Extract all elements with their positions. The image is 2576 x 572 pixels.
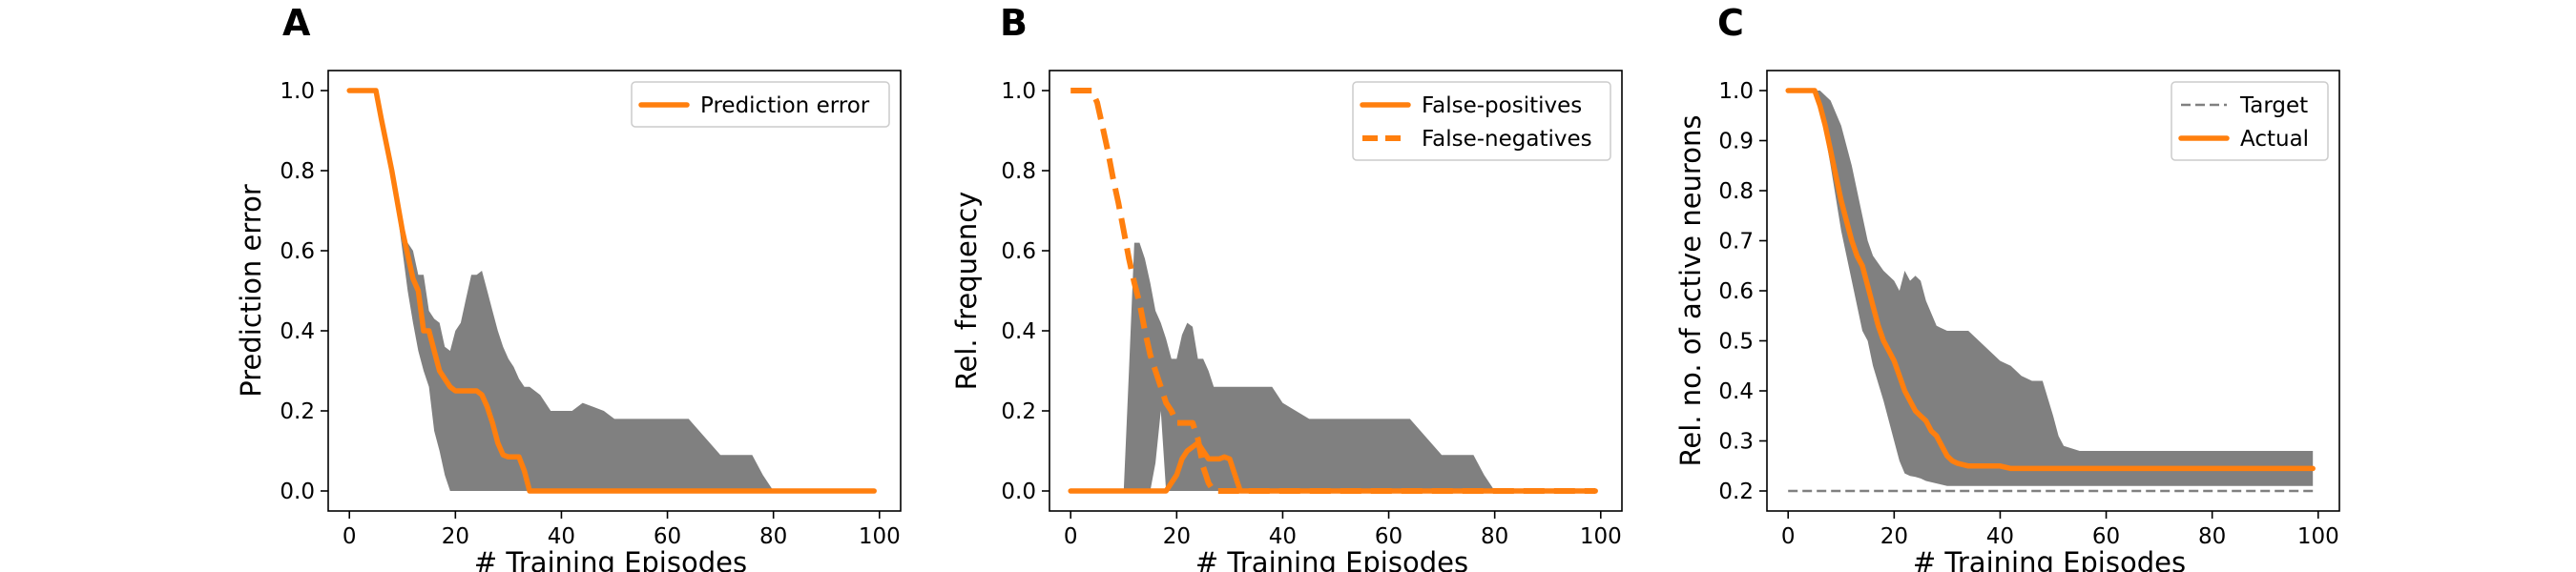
x-tick-label: 100 <box>2297 524 2339 549</box>
x-tick-label: 20 <box>442 524 469 549</box>
y-axis-label: Rel. no. of active neurons <box>1674 115 1707 467</box>
y-tick-label: 0.5 <box>1718 330 1754 355</box>
y-tick-label: 0.0 <box>280 480 315 504</box>
confidence-band <box>1788 91 2314 486</box>
legend-label: Target <box>2239 93 2308 118</box>
x-tick-label: 100 <box>859 524 901 549</box>
series-line <box>346 88 877 494</box>
y-tick-label: 0.4 <box>280 319 315 344</box>
y-tick-label: 0.8 <box>280 159 315 184</box>
x-tick-label: 40 <box>1986 524 2014 549</box>
y-tick-label: 0.6 <box>1001 239 1036 264</box>
y-tick-label: 0.8 <box>1001 159 1036 184</box>
plot-frame <box>327 70 902 512</box>
legend-label: False-negatives <box>1422 127 1592 152</box>
y-tick-label: 0.6 <box>280 239 315 264</box>
y-tick-label: 1.0 <box>1718 79 1754 104</box>
y-tick-label: 0.2 <box>1001 399 1036 424</box>
legend-frame <box>1352 81 1611 161</box>
y-axis-label: Rel. frequency <box>950 192 983 391</box>
x-tick-label: 40 <box>548 524 575 549</box>
confidence-band <box>1070 242 1596 491</box>
x-tick-label: 20 <box>1163 524 1191 549</box>
x-tick-label: 60 <box>654 524 681 549</box>
x-axis-label: # Training Episodes <box>1195 546 1468 572</box>
panel-a: A Prediction error # Training Episodes 0… <box>235 2 902 572</box>
legend: False-positives False-negatives <box>1352 81 1611 161</box>
y-tick-label: 0.2 <box>1718 480 1754 504</box>
x-tick-label: 0 <box>343 524 357 549</box>
y-tick-label: 0.0 <box>1001 480 1036 504</box>
panel-letter: B <box>1000 2 1028 44</box>
y-tick-label: 0.8 <box>1718 179 1754 204</box>
x-tick-label: 40 <box>1269 524 1297 549</box>
x-axis-label: # Training Episodes <box>1913 546 2186 572</box>
y-tick-label: 0.7 <box>1718 230 1754 255</box>
x-tick-label: 60 <box>1375 524 1402 549</box>
x-tick-label: 80 <box>1481 524 1508 549</box>
legend-label: Actual <box>2240 127 2309 152</box>
y-tick-label: 0.4 <box>1001 319 1036 344</box>
x-axis-label: # Training Episodes <box>474 546 747 572</box>
y-tick-label: 0.6 <box>1718 279 1754 304</box>
y-tick-label: 1.0 <box>1001 79 1036 104</box>
y-tick-label: 0.9 <box>1718 130 1754 154</box>
y-tick-label: 0.3 <box>1718 430 1754 455</box>
plot-frame <box>1049 70 1623 512</box>
legend: Target Actual <box>2171 81 2329 161</box>
series-line <box>1070 88 1596 494</box>
y-axis-label: Prediction error <box>235 184 267 398</box>
panel-letter: A <box>282 2 311 44</box>
confidence-band <box>349 91 875 491</box>
x-tick-label: 0 <box>1064 524 1078 549</box>
panel-c: C Rel. no. of active neurons # Training … <box>1674 2 2340 572</box>
legend-label: Prediction error <box>700 93 870 118</box>
panel-b: B Rel. frequency # Training Episodes 0 20… <box>950 2 1623 572</box>
y-tick-label: 0.4 <box>1718 379 1754 404</box>
x-tick-label: 80 <box>2198 524 2226 549</box>
y-tick-label: 1.0 <box>280 79 315 104</box>
panel-letter: C <box>1717 2 1744 44</box>
x-tick-label: 0 <box>1781 524 1796 549</box>
series-line <box>1785 88 2316 472</box>
x-tick-label: 80 <box>759 524 787 549</box>
legend-frame <box>631 81 890 128</box>
legend: Prediction error <box>631 81 890 128</box>
x-tick-label: 20 <box>1880 524 1908 549</box>
legend-label: False-positives <box>1422 93 1582 118</box>
x-tick-label: 60 <box>2092 524 2120 549</box>
x-tick-label: 100 <box>1580 524 1622 549</box>
y-tick-label: 0.2 <box>280 399 315 424</box>
